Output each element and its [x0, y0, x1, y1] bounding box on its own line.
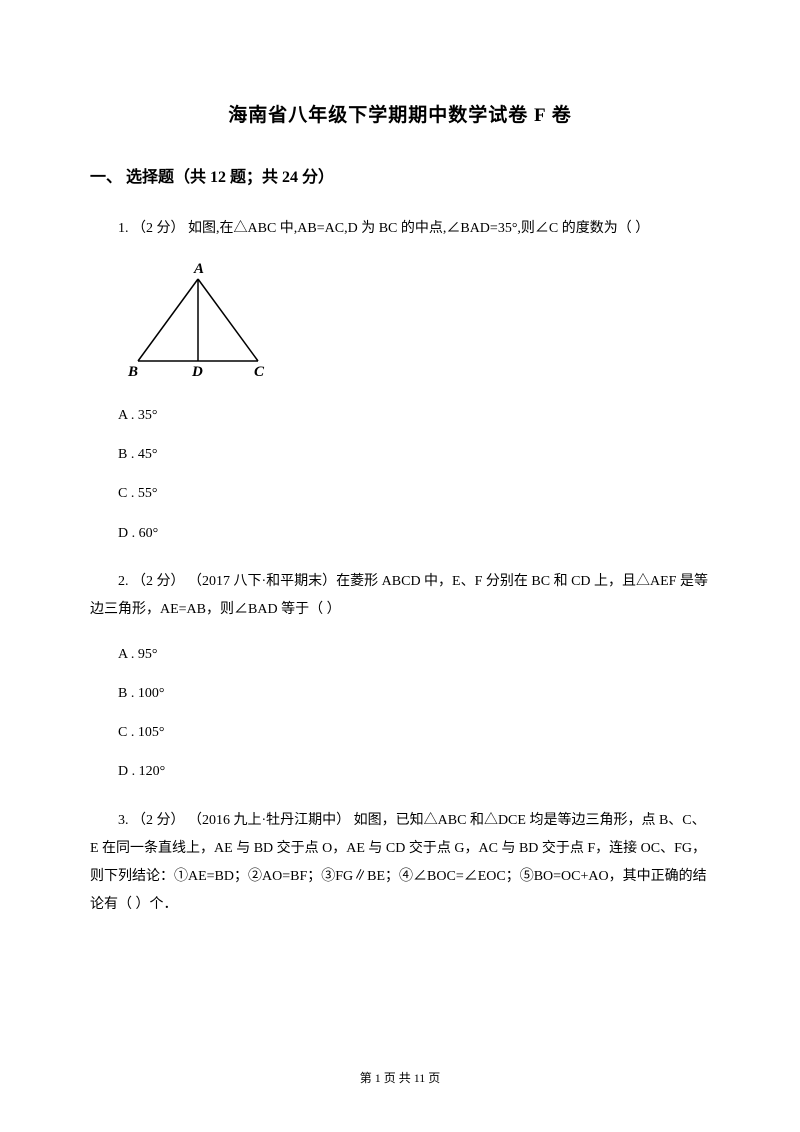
- label-b: B: [127, 364, 138, 380]
- q2-option-c: C . 105°: [90, 720, 710, 745]
- question-2-text: 2. （2 分） （2017 八下·和平期末）在菱形 ABCD 中，E、F 分别…: [90, 568, 710, 624]
- q1-option-b: B . 45°: [90, 442, 710, 467]
- page-footer: 第 1 页 共 11 页: [0, 1069, 800, 1086]
- question-3-text: 3. （2 分） （2016 九上·牡丹江期中） 如图，已知△ABC 和△DCE…: [90, 807, 710, 919]
- q2-option-a: A . 95°: [90, 642, 710, 667]
- q1-option-d: D . 60°: [90, 521, 710, 546]
- label-a: A: [193, 261, 204, 277]
- footer-mid: 页 共: [381, 1071, 414, 1085]
- q2-option-b: B . 100°: [90, 681, 710, 706]
- question-1-text: 1. （2 分） 如图,在△ABC 中,AB=AC,D 为 BC 的中点,∠BA…: [90, 215, 710, 243]
- label-c: C: [254, 364, 265, 380]
- triangle-figure: A B D C: [118, 261, 278, 381]
- q1-option-a: A . 35°: [90, 403, 710, 428]
- footer-suffix: 页: [425, 1071, 440, 1085]
- section-header: 一、 选择题（共 12 题；共 24 分）: [90, 163, 710, 187]
- page-title: 海南省八年级下学期期中数学试卷 F 卷: [90, 100, 710, 127]
- q1-option-c: C . 55°: [90, 481, 710, 506]
- line-ac: [198, 279, 258, 361]
- footer-total-pages: 11: [414, 1071, 426, 1085]
- label-d: D: [191, 364, 203, 380]
- footer-prefix: 第: [360, 1071, 375, 1085]
- q2-option-d: D . 120°: [90, 759, 710, 784]
- line-ab: [138, 279, 198, 361]
